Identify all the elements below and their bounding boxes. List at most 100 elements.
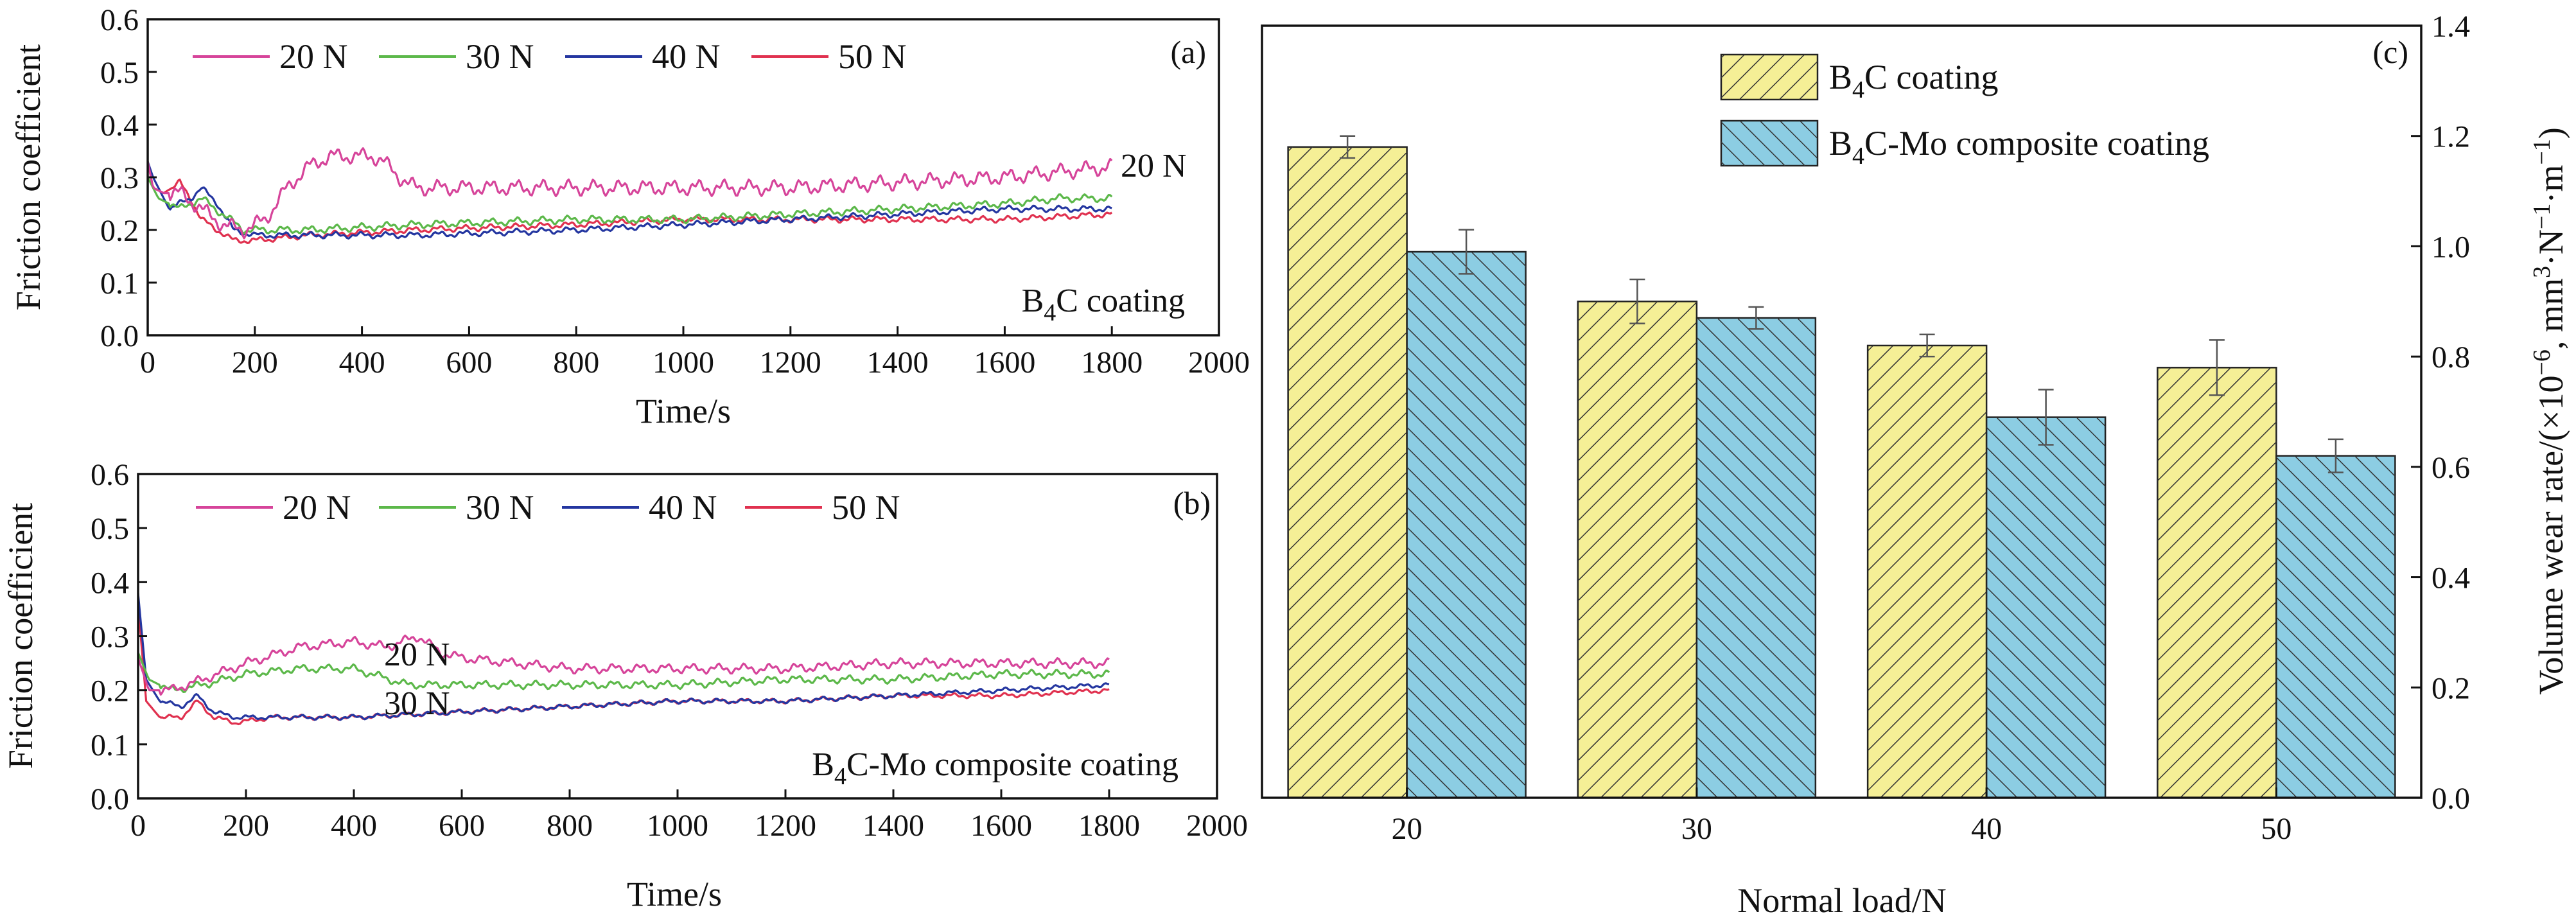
panel-c-bar-b4c-mo-40-hatch	[1986, 417, 2106, 798]
panel-a-ticks: 0 200 400 600 800 1000 1200 1400 1600 1800 2000 0.0…	[100, 3, 1250, 380]
panel-c-bar-b4c-mo-50-hatch	[2276, 455, 2396, 798]
panel-c-y-tick-label: 0.4	[2431, 561, 2470, 595]
panel-b-legend-item-20n: 20 N	[196, 488, 351, 527]
panel-b-x-tick-label: 600	[439, 809, 485, 843]
panel-b-series-line-40-n	[137, 593, 1110, 721]
panel-a-y-axis-label: Friction coefficient	[9, 44, 48, 310]
panel-c-bar-b4c-mo-20-hatch	[1406, 252, 1526, 798]
panel-b-x-tick-label: 1600	[970, 809, 1032, 843]
panel-a-x-axis-label: Time/s	[636, 392, 731, 430]
panel-b-coating-annotation: B4C-Mo composite coating	[812, 746, 1178, 790]
panel-a-y-tick-label: 0.3	[100, 161, 139, 195]
panel-c-legend-swatch-b4c-mo-hatch	[1721, 121, 1818, 166]
panel-a-series-line-30-n	[146, 177, 1113, 235]
panel-a-y-tick-label: 0.5	[100, 56, 139, 90]
panel-a-x-tick-label: 2000	[1188, 346, 1250, 380]
panel-b-y-tick-label: 0.4	[91, 566, 129, 600]
panel-c-x-axis-label: Normal load/N	[1737, 881, 1946, 920]
panel-c: 0.0 0.2 0.4 0.6 0.8 1.0 1.2 1.4 20 30 40 50 Normal …	[1261, 10, 2570, 920]
panel-c-label: (c)	[2373, 34, 2409, 70]
panel-a-y-tick-label: 0.0	[100, 319, 139, 353]
panel-b-legend-item-30n: 30 N	[379, 488, 534, 527]
panel-b-y-tick-label: 0.2	[91, 674, 129, 708]
panel-a-legend-item-50n: 50 N	[751, 37, 907, 76]
panel-a-x-tick-label: 1000	[653, 346, 714, 380]
panel-b-series-line-30-n	[137, 652, 1110, 693]
panel-c-x-tick-label: 40	[1971, 812, 2002, 846]
panel-b-x-tick-label: 400	[331, 809, 377, 843]
panel-a-coating-annotation: B4C coating	[1022, 283, 1185, 326]
panel-a-x-tick-label: 600	[446, 346, 492, 380]
panel-c-legend-label-b4c-mo: B4C-Mo composite coating	[1829, 124, 2209, 170]
panel-b-x-axis-label: Time/s	[627, 875, 722, 913]
panel-a-x-tick-label: 1800	[1081, 346, 1143, 380]
panel-a-legend-item-20n: 20 N	[193, 37, 348, 76]
panel-b-20n-line-label: 20 N	[384, 637, 450, 673]
panel-a-x-tick-label: 200	[232, 346, 278, 380]
panel-b-x-tick-label: 1400	[863, 809, 924, 843]
panel-c-y-tick-label: 1.0	[2431, 230, 2470, 264]
panel-c-legend-label-b4c: B4C coating	[1829, 58, 1999, 103]
panel-c-legend: B4C coating B4C-Mo composite coating	[1720, 53, 2209, 170]
panel-b-label: (b)	[1173, 485, 1211, 521]
panel-c-ticks: 0.0 0.2 0.4 0.6 0.8 1.0 1.2 1.4 20 30 40 50	[1392, 10, 2470, 846]
panel-b-y-tick-label: 0.5	[91, 512, 129, 546]
panel-a-series-group	[146, 147, 1113, 244]
panel-a-x-tick-label: 800	[553, 346, 599, 380]
panel-b-series-line-50-n	[137, 603, 1110, 726]
panel-b-legend: 20 N 30 N 40 N 50 N	[196, 488, 900, 527]
panel-c-y-tick-label: 0.2	[2431, 671, 2470, 705]
panel-b-y-tick-label: 0.0	[91, 782, 129, 816]
panel-b-x-tick-label: 1800	[1078, 809, 1140, 843]
panel-b-x-tick-label: 2000	[1186, 809, 1248, 843]
panel-b-x-tick-label: 200	[223, 809, 269, 843]
panel-b-series-group	[137, 593, 1110, 726]
panel-b-series-line-20-n	[137, 635, 1110, 696]
panel-b-legend-label-50n: 50 N	[832, 488, 900, 527]
panel-b-legend-item-50n: 50 N	[745, 488, 900, 527]
panel-a-y-tick-label: 0.2	[100, 214, 139, 248]
panel-b-y-tick-label: 0.1	[91, 728, 129, 762]
panel-a-x-tick-label: 0	[140, 346, 155, 380]
panel-b: 0 200 400 600 800 1000 1200 1400 1600 1800 2000 0.0…	[1, 458, 1248, 913]
panel-a-legend-item-40n: 40 N	[565, 37, 721, 76]
panel-c-x-tick-label: 30	[1681, 812, 1712, 846]
panel-c-legend-item-b4c: B4C coating	[1720, 53, 1999, 103]
panel-a-x-tick-label: 1200	[760, 346, 821, 380]
panel-a-series-line-20-n	[146, 147, 1113, 240]
panel-c-y-tick-label: 0.8	[2431, 340, 2470, 374]
panel-b-x-tick-label: 1200	[755, 809, 816, 843]
panel-a-legend-label-40n: 40 N	[652, 37, 721, 76]
panel-c-bar-b4c-40-hatch	[1868, 345, 1987, 798]
panel-a-legend-label-20n: 20 N	[279, 37, 348, 76]
panel-c-bar-b4c-mo-30-hatch	[1696, 318, 1816, 798]
panel-a-legend: 20 N 30 N 40 N 50 N	[193, 37, 907, 76]
panel-c-x-tick-label: 50	[2261, 812, 2291, 846]
panel-c-y-tick-label: 0.6	[2431, 451, 2470, 485]
panel-a-y-tick-label: 0.1	[100, 267, 139, 301]
panel-c-axes-frame	[1261, 24, 2423, 799]
panel-b-x-tick-label: 0	[130, 809, 146, 843]
panel-b-y-tick-label: 0.3	[91, 620, 129, 655]
panel-b-x-tick-label: 800	[547, 809, 593, 843]
panel-a-series-line-50-n	[146, 161, 1113, 244]
panel-a-label: (a)	[1171, 34, 1207, 70]
panel-c-bars-group	[1287, 135, 2396, 799]
panel-a-x-tick-label: 1600	[974, 346, 1035, 380]
panel-b-30n-line-label: 30 N	[384, 685, 450, 722]
panel-b-legend-item-40n: 40 N	[562, 488, 717, 527]
panel-a-legend-item-30n: 30 N	[379, 37, 534, 76]
panel-a-legend-label-50n: 50 N	[838, 37, 907, 76]
panel-b-legend-label-30n: 30 N	[466, 488, 534, 527]
panel-c-y-tick-label: 1.4	[2431, 10, 2470, 44]
panel-c-legend-item-b4c-mo: B4C-Mo composite coating	[1720, 119, 2209, 170]
panel-a-20n-line-label: 20 N	[1121, 148, 1187, 184]
panel-c-bar-b4c-30-hatch	[1577, 301, 1697, 798]
panel-a-series-line-40-n	[146, 161, 1112, 240]
panel-b-x-tick-label: 1000	[647, 809, 708, 843]
panel-c-x-tick-label: 20	[1392, 812, 1423, 846]
panel-b-y-tick-label: 0.6	[91, 458, 129, 492]
panel-c-legend-swatch-b4c-hatch	[1721, 55, 1818, 100]
panel-c-bar-b4c-50-hatch	[2157, 367, 2277, 798]
